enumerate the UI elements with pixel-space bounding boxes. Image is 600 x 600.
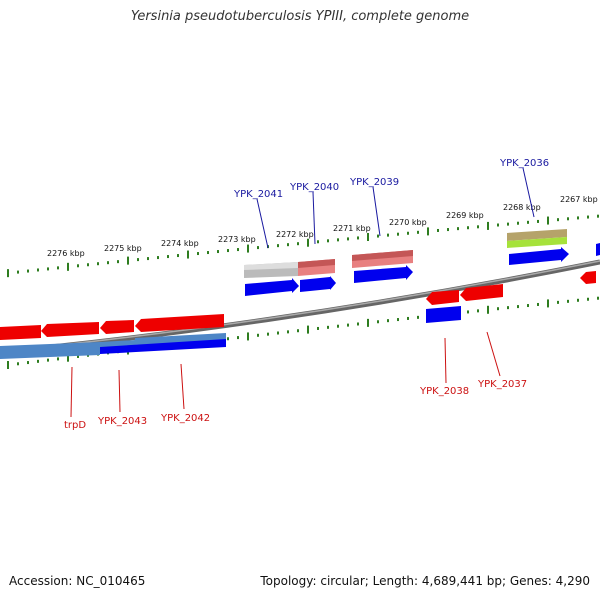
gene-label-ypk-2039[interactable]: YPK_2039 [349,177,399,188]
gene-strip-blue[interactable] [100,339,226,354]
axis-label-2269: 2269 kbp [446,211,484,220]
axis-label-2275: 2275 kbp [104,244,142,253]
axis-label-2274: 2274 kbp [161,239,199,248]
axis-label-2271: 2271 kbp [333,224,371,233]
axis-label-2267: 2267 kbp [560,195,598,204]
forward-cds-ypk-2039[interactable] [354,265,413,283]
gene-label-ypk-2042[interactable]: YPK_2042 [160,413,210,424]
outer-tick-track [7,214,599,278]
reverse-cds-ypk-2043[interactable] [100,320,134,334]
gene-ypk-2036-feature-lime[interactable] [507,237,567,248]
axis-label-2273: 2273 kbp [218,235,256,244]
reverse-cds-ypk-2037[interactable] [460,284,503,301]
axis-label-2276: 2276 kbp [47,249,85,258]
gene-block-ypk-2042[interactable] [135,333,226,345]
forward-cds-ypk-2040[interactable] [300,276,336,292]
gene-label-trpd[interactable]: trpD [64,420,86,431]
page-title: Yersinia pseudotuberculosis YPIII, compl… [130,9,470,24]
gene-label-ypk-2037[interactable]: YPK_2037 [477,379,527,390]
forward-cds-edge[interactable] [596,243,600,256]
feature-ypk-2038-blue[interactable] [426,306,461,323]
axis-label-2272: 2272 kbp [276,230,314,239]
axis-label-2270: 2270 kbp [389,218,427,227]
reverse-cds-ypk-2042[interactable] [135,314,224,332]
axis-label-2268: 2268 kbp [503,203,541,212]
reverse-cds-trpd-1[interactable] [0,325,41,340]
reverse-cds-trpd-2[interactable] [41,322,99,337]
gene-block-trpd[interactable] [0,342,100,359]
gene-label-ypk-2040[interactable]: YPK_2040 [289,182,339,193]
gene-label-ypk-2043[interactable]: YPK_2043 [97,416,147,427]
gene-label-ypk-2036[interactable]: YPK_2036 [499,158,549,169]
forward-cds-ypk-2041[interactable] [245,278,299,296]
footer-stats: Topology: circular; Length: 4,689,441 bp… [260,574,590,588]
reverse-cds-ypk-2038[interactable] [426,290,459,305]
gene-label-ypk-2041[interactable]: YPK_2041 [233,189,283,200]
footer-accession: Accession: NC_010465 [9,574,146,588]
forward-cds-ypk-2036[interactable] [509,247,569,265]
gene-label-ypk-2038[interactable]: YPK_2038 [419,386,469,397]
reverse-cds-edge[interactable] [580,271,596,284]
